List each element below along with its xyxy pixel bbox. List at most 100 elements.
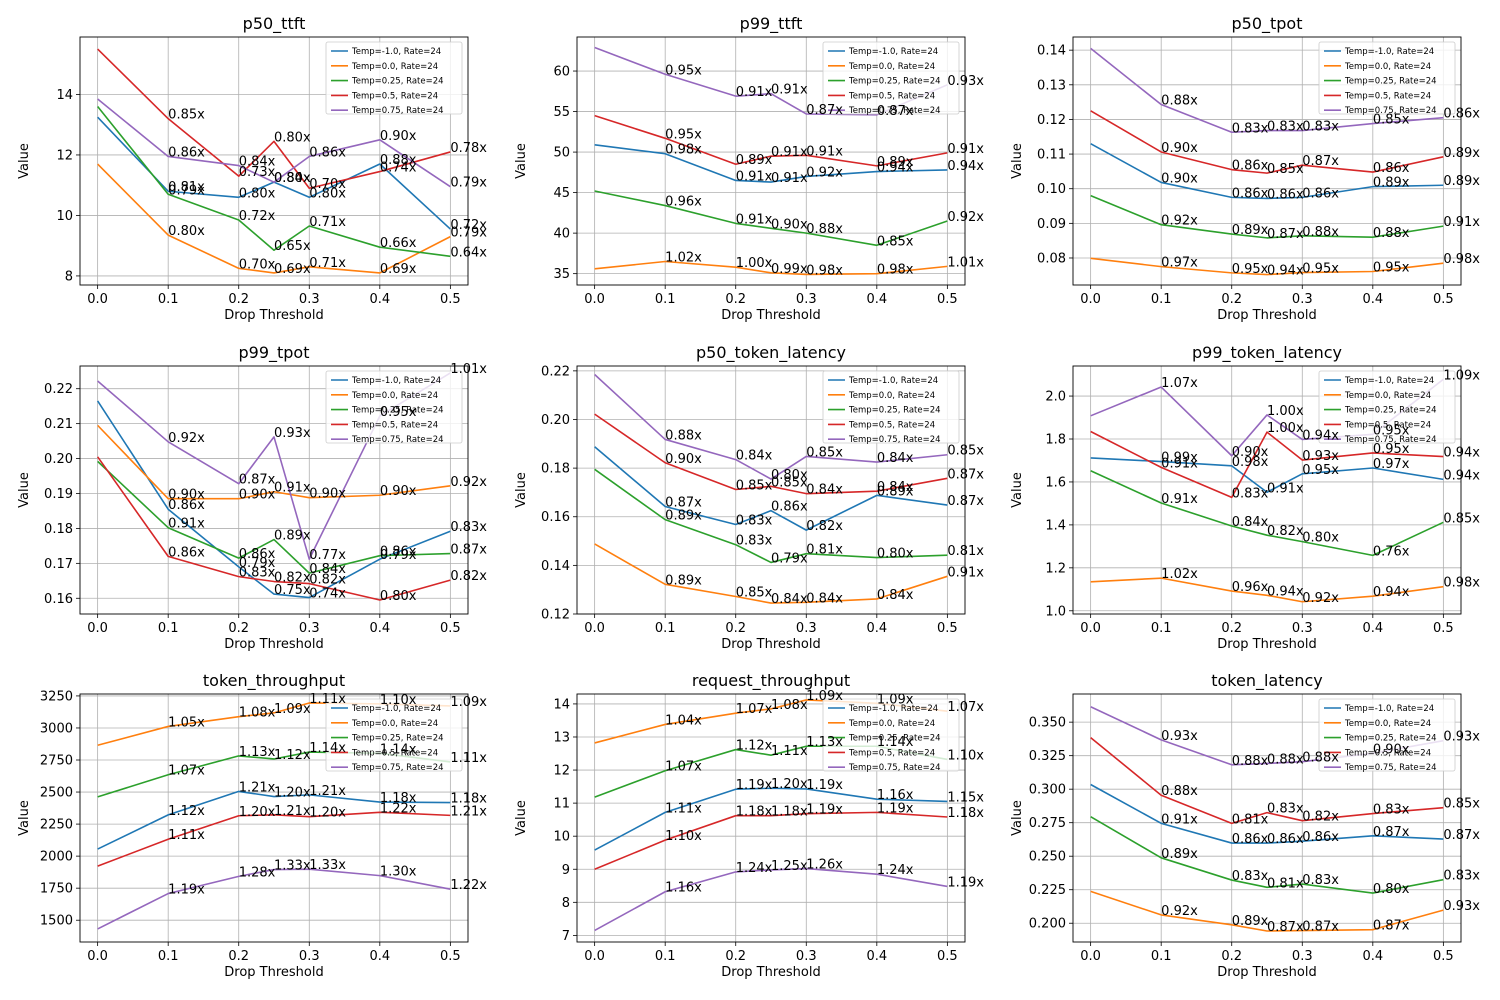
- y-tick-label: 0.12: [1037, 113, 1066, 128]
- legend-box: [822, 41, 960, 115]
- plot-frame: [576, 365, 966, 615]
- ratio-label: 1.13x: [806, 735, 843, 750]
- legend-box: [1318, 698, 1456, 772]
- ratio-label: 1.20x: [771, 777, 808, 792]
- y-tick-label: 2500: [40, 786, 73, 801]
- series-line: [1090, 890, 1444, 932]
- legend-box: [1318, 41, 1456, 115]
- y-tick-label: 11: [553, 797, 570, 812]
- x-tick-label: 0.3: [1292, 292, 1313, 307]
- y-axis-label: Value: [514, 472, 529, 508]
- legend-label: Temp=0.75, Rate=24: [1344, 435, 1437, 445]
- ratio-label: 0.93x: [1443, 730, 1480, 745]
- ratio-label: 0.95x: [665, 63, 702, 78]
- legend-label: Temp=0.75, Rate=24: [351, 763, 444, 773]
- x-tick-label: 0.0: [1080, 949, 1101, 964]
- ratio-label: 0.92x: [1161, 214, 1198, 229]
- ratio-label: 1.09x: [877, 692, 914, 707]
- x-tick-label: 0.2: [228, 621, 249, 636]
- ratio-label: 0.88x: [1232, 754, 1269, 769]
- legend-label: Temp=0.75, Rate=24: [1344, 763, 1437, 773]
- ratio-label: 0.97x: [1373, 457, 1410, 472]
- x-tick-label: 0.4: [866, 949, 887, 964]
- ratio-label: 0.87x: [877, 104, 914, 119]
- legend: Temp=-1.0, Rate=24 Temp=0.0, Rate=24 Temp=…: [1318, 41, 1456, 116]
- plot-frame: [1072, 693, 1462, 943]
- ratio-label: 0.80x: [274, 130, 311, 145]
- ratio-label: 0.88x: [806, 222, 843, 237]
- legend-label: Temp=0.25, Rate=24: [351, 734, 444, 744]
- x-tick-label: 0.4: [369, 949, 390, 964]
- ratio-label: 0.89x: [877, 155, 914, 170]
- ratio-label: 0.76x: [1373, 544, 1410, 559]
- ratio-label: 0.80x: [309, 186, 346, 201]
- legend-label: Temp=0.25, Rate=24: [1344, 406, 1437, 416]
- ratio-label: 0.98x: [1443, 252, 1480, 267]
- ratio-label: 1.18x: [380, 791, 417, 806]
- ratio-label: 0.87x: [947, 467, 984, 482]
- ratio-label: 0.95x: [1373, 423, 1410, 438]
- ratio-label: 0.90x: [380, 129, 417, 144]
- legend-label: Temp=-1.0, Rate=24: [1344, 704, 1434, 714]
- x-tick-label: 0.0: [584, 292, 605, 307]
- series-line: [594, 867, 948, 932]
- y-tick-label: 10: [56, 209, 73, 224]
- legend-label: Temp=0.0, Rate=24: [351, 62, 438, 72]
- legend: Temp=-1.0, Rate=24 Temp=0.0, Rate=24 Temp=…: [822, 698, 960, 773]
- legend: Temp=-1.0, Rate=24 Temp=0.0, Rate=24 Temp=…: [325, 41, 463, 116]
- legend-box: [325, 370, 463, 444]
- ratio-label: 0.81x: [947, 544, 984, 559]
- ratio-label: 0.79x: [771, 551, 808, 566]
- x-tick-label: 0.3: [299, 621, 320, 636]
- ratio-label: 0.72x: [450, 218, 487, 233]
- y-tick-label: 9: [562, 863, 570, 878]
- x-axis-label: Drop Threshold: [1217, 308, 1316, 323]
- legend-label: Temp=-1.0, Rate=24: [848, 376, 938, 386]
- legend: Temp=-1.0, Rate=24 Temp=0.0, Rate=24 Temp=…: [1318, 698, 1456, 773]
- legend-label: Temp=-1.0, Rate=24: [1344, 376, 1434, 386]
- ratio-label: 0.96x: [1232, 580, 1269, 595]
- ratio-label: 1.12x: [274, 748, 311, 763]
- ratio-label: 1.09x: [1443, 368, 1480, 383]
- y-tick-label: 2250: [40, 818, 73, 833]
- ratio-label: 0.84x: [239, 155, 276, 170]
- x-tick-label: 0.1: [1151, 292, 1172, 307]
- ratio-label: 0.90x: [380, 484, 417, 499]
- y-tick-label: 0.19: [44, 487, 73, 502]
- ratio-label: 0.89x: [1373, 176, 1410, 191]
- ratio-label: 0.86x: [1443, 107, 1480, 122]
- chart-title: request_throughput: [692, 671, 850, 691]
- x-tick-label: 0.1: [655, 621, 676, 636]
- x-tick-label: 0.0: [87, 949, 108, 964]
- ratio-label: 1.20x: [309, 806, 346, 821]
- series-line: [594, 46, 948, 116]
- ratio-label: 0.66x: [380, 236, 417, 251]
- legend-label: Temp=-1.0, Rate=24: [351, 704, 441, 714]
- y-axis-label: Value: [514, 143, 529, 179]
- legend-label: Temp=0.75, Rate=24: [848, 435, 941, 445]
- ratio-label: 0.85x: [1373, 113, 1410, 128]
- ratio-label: 0.78x: [450, 141, 487, 156]
- ratio-label: 1.11x: [771, 744, 808, 759]
- legend-label: Temp=0.5, Rate=24: [848, 748, 935, 758]
- chart-panel-token-latency: 0.0 0.1 0.2 0.3 0.4 0.5 0.200 0.225 0.250 0.275 0.…: [1010, 671, 1480, 980]
- y-tick-label: 13: [553, 730, 570, 745]
- ratio-label: 0.88x: [665, 428, 702, 443]
- ratio-label: 1.09x: [450, 695, 487, 710]
- ratio-label: 0.98x: [877, 263, 914, 278]
- ratio-label: 1.21x: [274, 804, 311, 819]
- ratio-label: 1.33x: [309, 858, 346, 873]
- legend: Temp=-1.0, Rate=24 Temp=0.0, Rate=24 Temp=…: [325, 698, 463, 773]
- legend-label: Temp=0.0, Rate=24: [1344, 391, 1431, 401]
- legend-label: Temp=0.0, Rate=24: [1344, 62, 1431, 72]
- ratio-label: 0.91x: [1267, 481, 1304, 496]
- chart-panel-p50-ttft: 0.0 0.1 0.2 0.3 0.4 0.5 8 10 12 14 p50_ttft Drop Th…: [17, 14, 487, 323]
- ratio-label: 0.94x: [877, 161, 914, 176]
- legend-label: Temp=0.0, Rate=24: [848, 62, 935, 72]
- y-axis-label: Value: [1010, 143, 1025, 179]
- ratio-label: 0.86x: [168, 545, 205, 560]
- y-tick-label: 8: [65, 269, 73, 284]
- y-tick-label: 0.300: [1029, 783, 1066, 798]
- y-tick-label: 12: [553, 764, 570, 779]
- ratio-label: 0.85x: [947, 444, 984, 459]
